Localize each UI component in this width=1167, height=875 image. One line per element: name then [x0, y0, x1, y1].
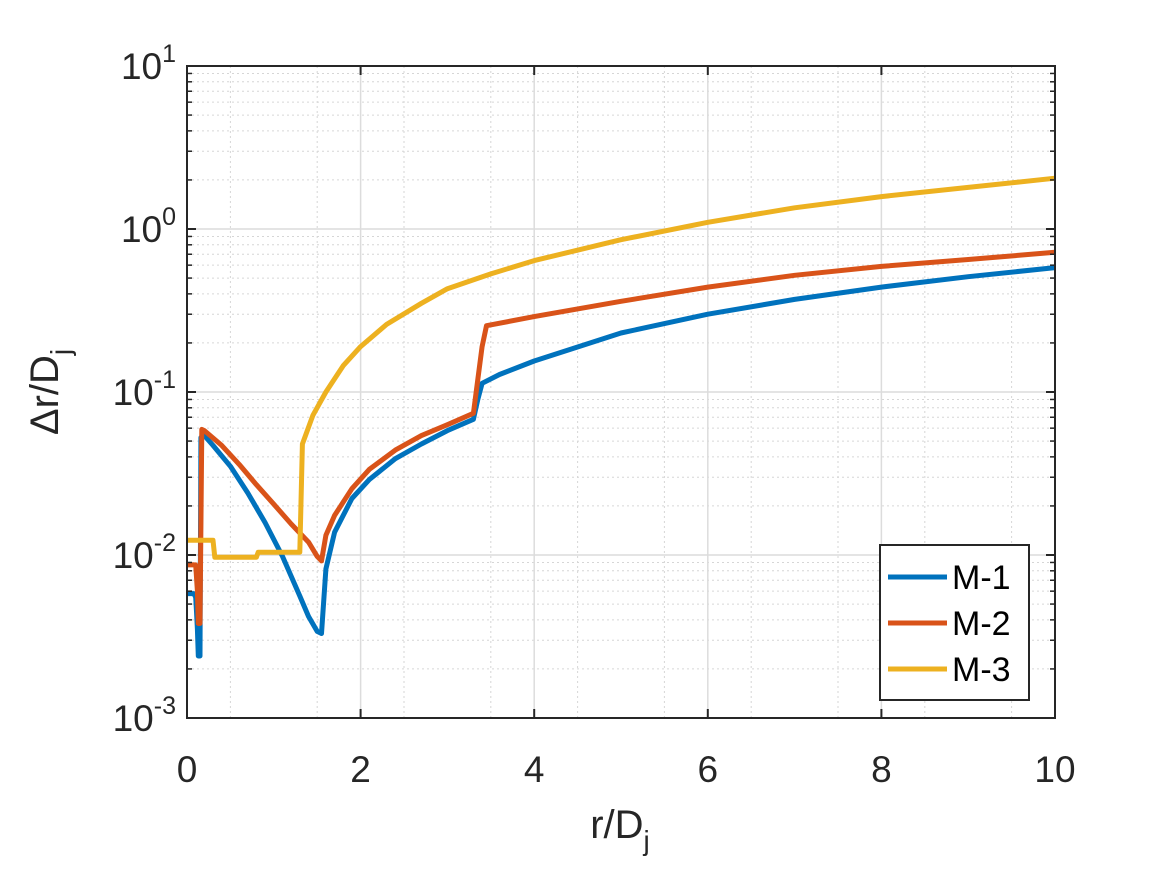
- x-tick-label: 0: [177, 749, 198, 790]
- y-axis-label-main: Δr/D: [23, 355, 67, 435]
- x-tick-label: 4: [524, 749, 545, 790]
- x-tick-labels: 0 2 4 6 8 10: [177, 749, 1076, 790]
- x-tick-label: 6: [698, 749, 719, 790]
- x-tick-label: 2: [350, 749, 371, 790]
- x-axis-label-main: r/D: [590, 803, 643, 847]
- y-tick-label: 10-3: [113, 692, 176, 739]
- y-tick-label: 101: [121, 40, 176, 87]
- y-tick-label-exponent: -1: [154, 366, 176, 394]
- y-tick-label-base: 10: [121, 46, 162, 87]
- series-layer: [187, 175, 1056, 659]
- legend-label-3: M-3: [952, 651, 1011, 689]
- x-tick-label: 10: [1034, 749, 1075, 790]
- y-tick-label-base: 10: [121, 209, 162, 250]
- legend-label-2: M-2: [952, 605, 1011, 643]
- y-tick-label-exponent: -2: [154, 529, 176, 557]
- x-axis-label-subscript: j: [643, 825, 650, 856]
- x-axis-label: r/Dj: [590, 803, 650, 856]
- y-tick-label-exponent: -3: [154, 692, 176, 720]
- y-tick-label-base: 10: [113, 698, 154, 739]
- legend: M-1 M-2 M-3: [879, 544, 1030, 701]
- series-line-3: [187, 175, 1056, 560]
- series-line-1: [187, 265, 1056, 659]
- y-tick-label-exponent: 0: [162, 203, 176, 231]
- y-tick-label-base: 10: [113, 372, 154, 413]
- y-tick-label: 10-2: [113, 529, 176, 576]
- y-tick-label: 10-1: [113, 366, 176, 413]
- y-axis-label-subscript: j: [45, 349, 76, 356]
- x-tick-label: 8: [871, 749, 892, 790]
- y-tick-label-base: 10: [113, 535, 154, 576]
- y-tick-label: 100: [121, 203, 176, 250]
- axis-ticks: [186, 65, 1056, 719]
- y-axis-label: Δr/Dj: [23, 349, 76, 435]
- series-line-2: [187, 249, 1056, 626]
- y-tick-label-exponent: 1: [162, 40, 176, 68]
- legend-label-1: M-1: [952, 559, 1011, 597]
